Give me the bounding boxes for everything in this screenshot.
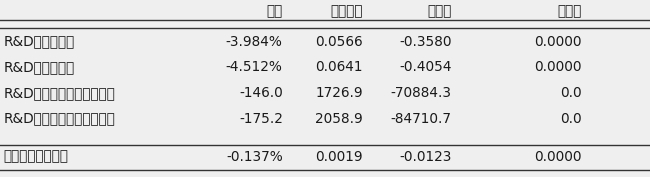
Text: 0.0: 0.0 (560, 112, 582, 126)
Text: -146.0: -146.0 (239, 86, 283, 100)
Text: R&D総額増加率: R&D総額増加率 (3, 35, 75, 49)
Text: 0.0000: 0.0000 (534, 150, 582, 164)
Text: 最小値: 最小値 (427, 4, 452, 19)
Text: -4.512%: -4.512% (226, 60, 283, 74)
Text: -0.3580: -0.3580 (399, 35, 452, 49)
Text: R&D総額増加額（百万円）: R&D総額増加額（百万円） (3, 86, 115, 100)
Text: 2058.9: 2058.9 (315, 112, 363, 126)
Text: -0.137%: -0.137% (226, 150, 283, 164)
Text: -0.0123: -0.0123 (399, 150, 452, 164)
Text: 0.0000: 0.0000 (534, 60, 582, 74)
Text: 0.0: 0.0 (560, 86, 582, 100)
Text: 平均: 平均 (266, 4, 283, 19)
Text: 0.0566: 0.0566 (315, 35, 363, 49)
Text: R&D税額控除率: R&D税額控除率 (3, 60, 75, 74)
Text: 労働生産性上昇率: 労働生産性上昇率 (3, 150, 68, 164)
Text: 0.0000: 0.0000 (534, 35, 582, 49)
Text: 標準偏差: 標準偏差 (330, 4, 363, 19)
Text: -175.2: -175.2 (239, 112, 283, 126)
Text: 0.0641: 0.0641 (315, 60, 363, 74)
Text: 0.0019: 0.0019 (315, 150, 363, 164)
Text: -84710.7: -84710.7 (391, 112, 452, 126)
Text: 最大値: 最大値 (558, 4, 582, 19)
Text: -0.4054: -0.4054 (399, 60, 452, 74)
Text: R&D税額控除額（百万円）: R&D税額控除額（百万円） (3, 112, 115, 126)
Text: 1726.9: 1726.9 (315, 86, 363, 100)
Text: -70884.3: -70884.3 (391, 86, 452, 100)
Text: -3.984%: -3.984% (226, 35, 283, 49)
